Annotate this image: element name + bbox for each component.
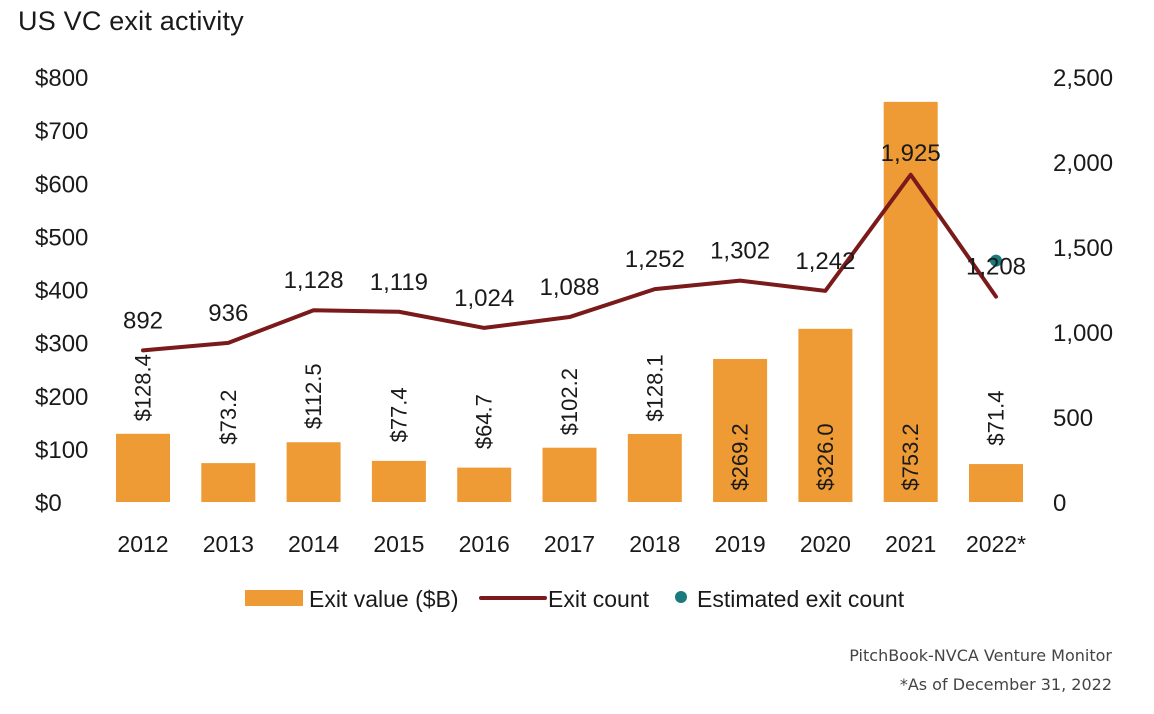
left-tick-label: $500 — [35, 224, 88, 251]
line-value-label: 1,024 — [454, 285, 514, 312]
bar — [969, 464, 1023, 502]
x-tick-label: 2012 — [117, 531, 168, 557]
legend-label-estimated-exit-count: Estimated exit count — [697, 586, 905, 612]
estimated-exit-count-point — [990, 254, 1002, 267]
line-value-label: 1,302 — [710, 238, 770, 265]
line-value-label: 1,128 — [284, 267, 344, 294]
x-tick-label: 2020 — [800, 531, 851, 557]
exit-count-line-layer — [141, 172, 1002, 353]
right-tick-label: 500 — [1053, 405, 1093, 432]
left-tick-label: $0 — [35, 490, 62, 517]
bar-value-label: $326.0 — [813, 423, 838, 490]
line-value-label: 1,242 — [795, 248, 855, 275]
bar — [713, 358, 768, 502]
legend: Exit value ($B) Exit count Estimated exit … — [245, 586, 905, 612]
bar-value-label: $102.2 — [557, 368, 582, 435]
bar-value-label: $128.4 — [131, 354, 156, 421]
bar — [457, 467, 512, 502]
right-tick-label: 2,000 — [1053, 150, 1113, 177]
bar-value-label: $64.7 — [472, 394, 497, 449]
x-tick-label: 2016 — [459, 531, 510, 557]
line-value-label: 892 — [123, 307, 163, 334]
bar — [542, 447, 597, 502]
bar — [798, 328, 853, 502]
line-value-label: 1,925 — [881, 140, 941, 167]
bar-value-label: $112.5 — [301, 363, 326, 429]
legend-swatch-exit-value — [245, 590, 303, 606]
source-note: PitchBook-NVCA Venture Monitor — [849, 646, 1112, 665]
bar — [201, 463, 256, 502]
left-tick-label: $100 — [35, 437, 88, 464]
x-tick-label: 2015 — [373, 531, 424, 557]
bar-value-label: $73.2 — [216, 390, 241, 445]
line-value-label: 1,119 — [370, 269, 428, 296]
bar-value-label: $71.4 — [984, 391, 1009, 446]
bar — [883, 101, 938, 503]
x-tick-label: 2022* — [966, 531, 1026, 557]
bars — [116, 101, 1023, 503]
line-value-label: 1,208 — [966, 254, 1026, 281]
chart-title: US VC exit activity — [18, 6, 244, 36]
bar-value-label: $753.2 — [898, 423, 923, 490]
right-axis: 0 500 1,000 1,500 2,000 2,500 — [1053, 65, 1113, 517]
legend-swatch-estimated-exit-count — [675, 591, 687, 603]
bar-value-label: $77.4 — [386, 387, 411, 442]
exit-count-line — [141, 172, 998, 353]
bar-value-label: $128.1 — [642, 354, 667, 421]
line-value-label: 1,088 — [539, 274, 599, 301]
right-tick-label: 0 — [1053, 490, 1066, 517]
x-tick-label: 2014 — [288, 531, 339, 557]
bar — [371, 460, 426, 502]
x-tick-label: 2013 — [203, 531, 254, 557]
left-tick-label: $800 — [35, 65, 88, 92]
x-axis-labels: 2012 2013 2014 2015 2016 2017 2018 2019 2020 2021… — [117, 531, 1026, 557]
legend-label-exit-count: Exit count — [548, 586, 650, 612]
left-tick-label: $200 — [35, 384, 88, 411]
line-labels: 892 936 1,128 1,119 1,024 1,088 1,252 1,302 1,24… — [123, 140, 1026, 335]
bar — [286, 442, 341, 502]
x-tick-label: 2021 — [885, 531, 936, 557]
left-axis: $0 $100 $200 $300 $400 $500 $600 $700 $800 — [35, 65, 88, 517]
bar-value-label: $269.2 — [728, 423, 753, 490]
bar-labels: $128.4 $73.2 $112.5 $77.4 $64.7 $102.2 $128.1 $… — [131, 354, 1009, 491]
legend-label-exit-value: Exit value ($B) — [309, 586, 459, 612]
left-tick-label: $400 — [35, 278, 88, 305]
x-tick-label: 2018 — [629, 531, 680, 557]
right-tick-label: 1,000 — [1053, 320, 1113, 347]
right-tick-label: 2,500 — [1053, 65, 1113, 92]
bar — [116, 433, 170, 502]
right-tick-label: 1,500 — [1053, 235, 1113, 262]
line-value-label: 936 — [208, 300, 248, 327]
left-tick-label: $700 — [35, 118, 88, 145]
x-tick-label: 2017 — [544, 531, 595, 557]
footnote: *As of December 31, 2022 — [899, 675, 1112, 694]
left-tick-label: $300 — [35, 331, 88, 358]
x-tick-label: 2019 — [715, 531, 766, 557]
bar — [627, 433, 682, 502]
left-tick-label: $600 — [35, 171, 88, 198]
line-value-label: 1,252 — [625, 246, 685, 273]
